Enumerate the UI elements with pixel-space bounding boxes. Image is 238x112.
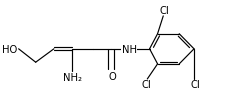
Text: O: O xyxy=(108,71,116,81)
Text: NH: NH xyxy=(122,44,137,54)
Text: HO: HO xyxy=(2,44,17,54)
Text: Cl: Cl xyxy=(159,6,169,16)
Text: NH₂: NH₂ xyxy=(63,73,82,83)
Text: Cl: Cl xyxy=(141,80,151,90)
Text: Cl: Cl xyxy=(190,80,200,90)
